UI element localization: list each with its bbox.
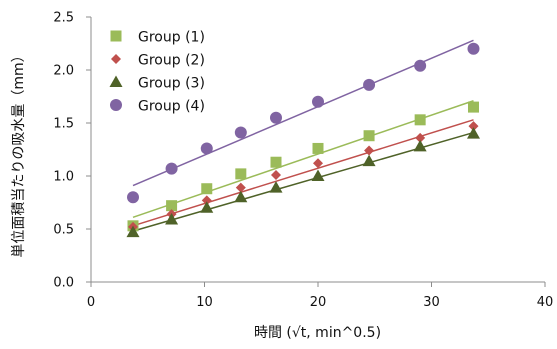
- data-point-series-1: [235, 168, 247, 180]
- data-point-series-1: [414, 114, 426, 126]
- data-point-series-4: [467, 42, 480, 55]
- data-point-series-4: [414, 59, 427, 72]
- legend-label-series-3: Group (3): [138, 76, 205, 92]
- legend-marker-series-4: [110, 99, 122, 111]
- x-tick-label: 40: [537, 295, 554, 310]
- x-tick-label: 0: [87, 295, 95, 310]
- data-point-series-3: [165, 212, 179, 225]
- data-point-series-4: [312, 95, 324, 108]
- data-point-series-2: [468, 121, 479, 132]
- data-point-series-1: [166, 200, 178, 212]
- x-tick-label: 30: [423, 295, 440, 310]
- data-point-series-3: [362, 154, 376, 167]
- data-point-series-3: [413, 139, 427, 152]
- data-point-series-2: [235, 182, 246, 193]
- data-point-series-3: [126, 225, 140, 238]
- y-tick-label: 1.0: [53, 170, 74, 185]
- y-axis-label: 単位面積当たりの吸水量（mm）: [11, 48, 27, 258]
- data-point-series-1: [363, 130, 375, 142]
- data-point-series-1: [312, 142, 324, 154]
- data-point-series-1: [467, 101, 479, 113]
- data-point-series-3: [234, 190, 248, 203]
- data-point-series-3: [269, 181, 283, 193]
- data-point-series-4: [234, 126, 247, 139]
- x-tick-label: 10: [196, 295, 213, 310]
- data-point-series-4: [200, 142, 213, 155]
- y-tick-label: 2.5: [53, 11, 74, 26]
- y-tick-label: 2.0: [53, 64, 74, 79]
- legend-label-series-2: Group (2): [138, 53, 205, 69]
- data-point-series-1: [201, 183, 213, 195]
- data-point-series-2: [313, 158, 323, 169]
- data-point-series-4: [165, 162, 178, 175]
- legend-label-series-4: Group (4): [138, 99, 205, 115]
- x-axis-label: 時間 (√t, min^0.5): [253, 325, 382, 341]
- data-point-series-2: [415, 132, 426, 143]
- legend-marker-series-1: [110, 30, 122, 42]
- data-point-series-4: [363, 78, 376, 91]
- data-point-series-3: [311, 169, 325, 181]
- data-point-series-3: [200, 201, 214, 213]
- y-tick-label: 0.0: [53, 276, 74, 291]
- data-point-series-2: [364, 145, 375, 156]
- legend-label-series-1: Group (1): [138, 30, 205, 46]
- x-tick-label: 20: [310, 295, 327, 310]
- y-tick-label: 0.5: [53, 223, 74, 238]
- data-point-series-3: [466, 127, 480, 139]
- data-point-series-2: [201, 195, 212, 206]
- data-point-series-4: [270, 111, 283, 124]
- data-point-series-4: [126, 191, 139, 204]
- legend-marker-series-3: [109, 75, 123, 87]
- legend-marker-series-2: [111, 54, 121, 64]
- data-point-series-2: [271, 169, 282, 180]
- y-tick-label: 1.5: [53, 117, 74, 132]
- data-point-series-1: [270, 156, 282, 168]
